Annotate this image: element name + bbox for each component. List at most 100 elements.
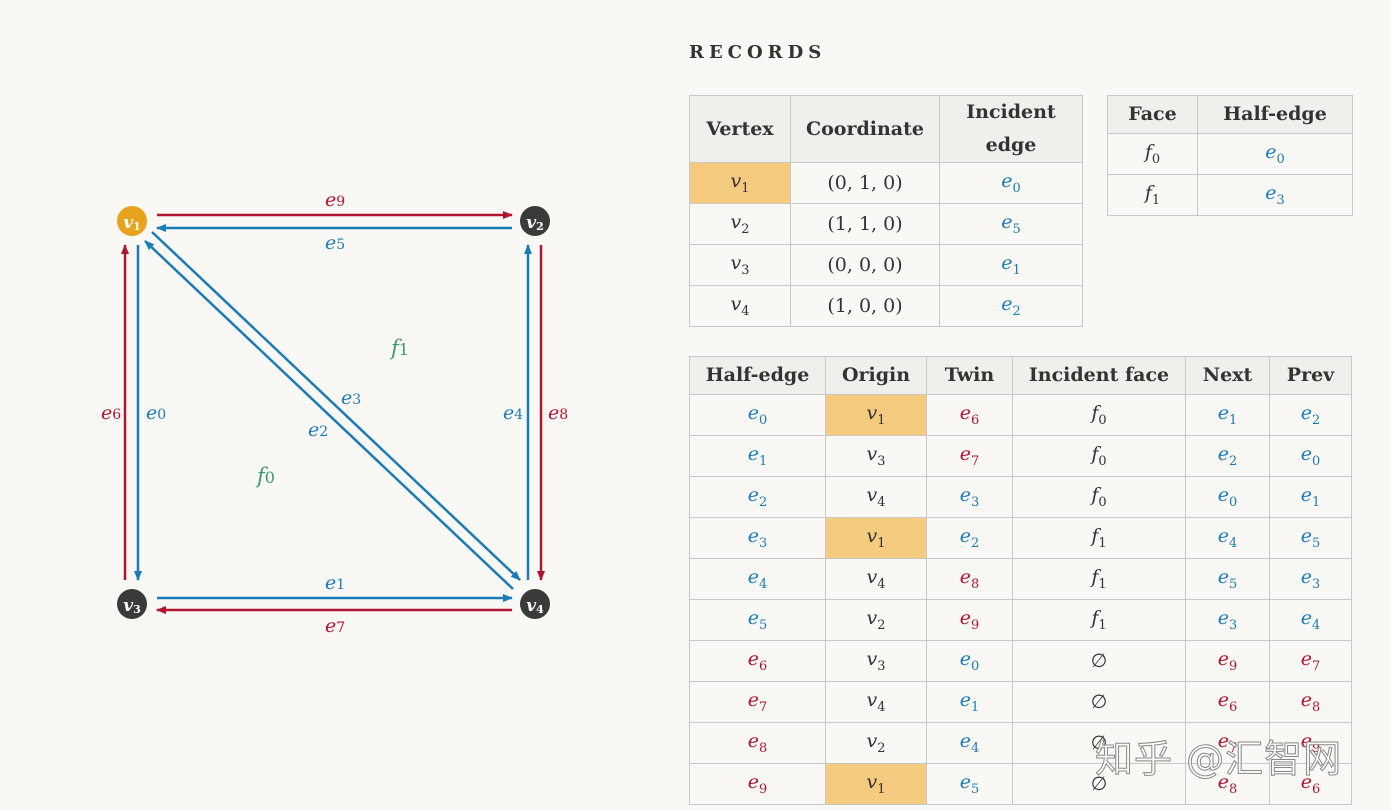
vertex-v2: v2 (520, 206, 550, 236)
edge-e2 (144, 240, 514, 590)
twin-cell: e9 (926, 599, 1013, 641)
coordinate-header: Coordinate (790, 95, 940, 163)
origin-cell: v4 (825, 476, 927, 518)
next-cell: e9 (1185, 640, 1270, 682)
halfedge-row: e1 v3 e7 f0 e2 e0 (689, 435, 1352, 477)
next-cell: e5 (1185, 558, 1270, 600)
halfedge-cell: e2 (689, 476, 826, 518)
face-halfedge-cell: e0 (1197, 133, 1353, 175)
face-header: Face (1107, 95, 1198, 134)
vertex-records-table: Vertex Coordinate Incident edge v1 (0, 1,… (689, 95, 1083, 327)
origin-cell: v4 (825, 681, 927, 723)
halfedge-cell: e4 (689, 558, 826, 600)
prev-cell: e4 (1269, 599, 1352, 641)
coordinate-cell: (1, 1, 0) (790, 203, 940, 245)
origin-cell: v1 (825, 394, 927, 436)
vertex-row: v2 (1, 1, 0) e5 (689, 203, 1083, 245)
twin-cell: e3 (926, 476, 1013, 518)
vertex-cell: v4 (689, 285, 791, 327)
next-cell: e1 (1185, 394, 1270, 436)
vertex-row: v4 (1, 0, 0) e2 (689, 285, 1083, 327)
origin-cell: v4 (825, 558, 927, 600)
twin-cell: e1 (926, 681, 1013, 723)
vertex-v4: v4 (520, 589, 550, 619)
halfedge-row: e2 v4 e3 f0 e0 e1 (689, 476, 1352, 518)
halfedge-cell: e9 (689, 763, 826, 805)
halfedge-row: e0 v1 e6 f0 e1 e2 (689, 394, 1352, 436)
incident-face-cell: f0 (1012, 476, 1186, 518)
face-halfedge-header: Half-edge (1197, 95, 1353, 134)
next-cell: e3 (1185, 599, 1270, 641)
origin-cell: v1 (825, 517, 927, 559)
face-cell: f1 (1107, 174, 1198, 216)
incident-edge-header: Incident edge (939, 95, 1083, 163)
origin-cell: v2 (825, 722, 927, 764)
incident-face-cell: ∅ (1012, 640, 1186, 682)
twin-cell: e4 (926, 722, 1013, 764)
incident-face-cell: f1 (1012, 558, 1186, 600)
face-cell: f0 (1107, 133, 1198, 175)
incident-face-cell: f0 (1012, 435, 1186, 477)
label-f0: f0 (255, 464, 275, 488)
prev-cell: e0 (1269, 435, 1352, 477)
halfedge-row: e5 v2 e9 f1 e3 e4 (689, 599, 1352, 641)
vertex-v1: v1 (117, 206, 147, 236)
label-e8: e8 (548, 402, 568, 424)
origin-cell: v2 (825, 599, 927, 641)
prev-cell: e5 (1269, 517, 1352, 559)
label-e1: e1 (325, 572, 345, 594)
watermark: 知乎 @汇智网 (1094, 737, 1343, 782)
coordinate-cell: (0, 1, 0) (790, 162, 940, 204)
label-e5: e5 (325, 232, 345, 254)
halfedge-row: e9 v1 e5 ∅ e8 e6 (689, 763, 1352, 805)
incident-face-cell: f1 (1012, 599, 1186, 641)
vertex-row: v3 (0, 0, 0) e1 (689, 244, 1083, 286)
prev-header: Prev (1269, 356, 1352, 395)
label-e6: e6 (101, 402, 121, 424)
prev-cell: e2 (1269, 394, 1352, 436)
halfedge-cell: e6 (689, 640, 826, 682)
prev-cell: e8 (1269, 681, 1352, 723)
halfedge-row: e3 v1 e2 f1 e4 e5 (689, 517, 1352, 559)
halfedge-cell: e7 (689, 681, 826, 723)
incident-face-cell: ∅ (1012, 763, 1186, 805)
incident-edge-cell: e0 (939, 162, 1083, 204)
halfedge-row: e6 v3 e0 ∅ e9 e7 (689, 640, 1352, 682)
incident-face-cell: f0 (1012, 394, 1186, 436)
twin-cell: e2 (926, 517, 1013, 559)
twin-cell: e0 (926, 640, 1013, 682)
incident-face-header: Incident face (1012, 356, 1186, 395)
halfedge-records-table: Half-edge Origin Twin Incident face Next… (689, 356, 1352, 805)
halfedge-cell: e1 (689, 435, 826, 477)
halfedge-cell: e5 (689, 599, 826, 641)
prev-cell: e6 (1269, 763, 1352, 805)
vertex-v3: v3 (117, 589, 147, 619)
incident-edge-cell: e5 (939, 203, 1083, 245)
origin-cell: v3 (825, 435, 927, 477)
prev-cell: e3 (1269, 558, 1352, 600)
vertex-cell: v2 (689, 203, 791, 245)
origin-cell: v3 (825, 640, 927, 682)
incident-face-cell: f1 (1012, 517, 1186, 559)
vertex-cell: v1 (689, 162, 791, 204)
coordinate-cell: (0, 0, 0) (790, 244, 940, 286)
twin-header: Twin (926, 356, 1013, 395)
halfedge-cell: e0 (689, 394, 826, 436)
edge-e3 (151, 231, 521, 581)
incident-edge-cell: e2 (939, 285, 1083, 327)
face-row: f0 e0 (1107, 133, 1353, 175)
label-e9: e9 (325, 189, 345, 211)
origin-header: Origin (825, 356, 927, 395)
twin-cell: e5 (926, 763, 1013, 805)
halfedge-cell: e3 (689, 517, 826, 559)
vertex-cell: v3 (689, 244, 791, 286)
next-cell: e8 (1185, 763, 1270, 805)
twin-cell: e6 (926, 394, 1013, 436)
face-records-table: Face Half-edge f0 e0 f1 e3 (1107, 95, 1353, 216)
face-halfedge-cell: e3 (1197, 174, 1353, 216)
records-heading: RECORDS (689, 42, 827, 63)
label-e0: e0 (146, 402, 166, 424)
vertex-row: v1 (0, 1, 0) e0 (689, 162, 1083, 204)
halfedge-header: Half-edge (689, 356, 826, 395)
next-header: Next (1185, 356, 1270, 395)
